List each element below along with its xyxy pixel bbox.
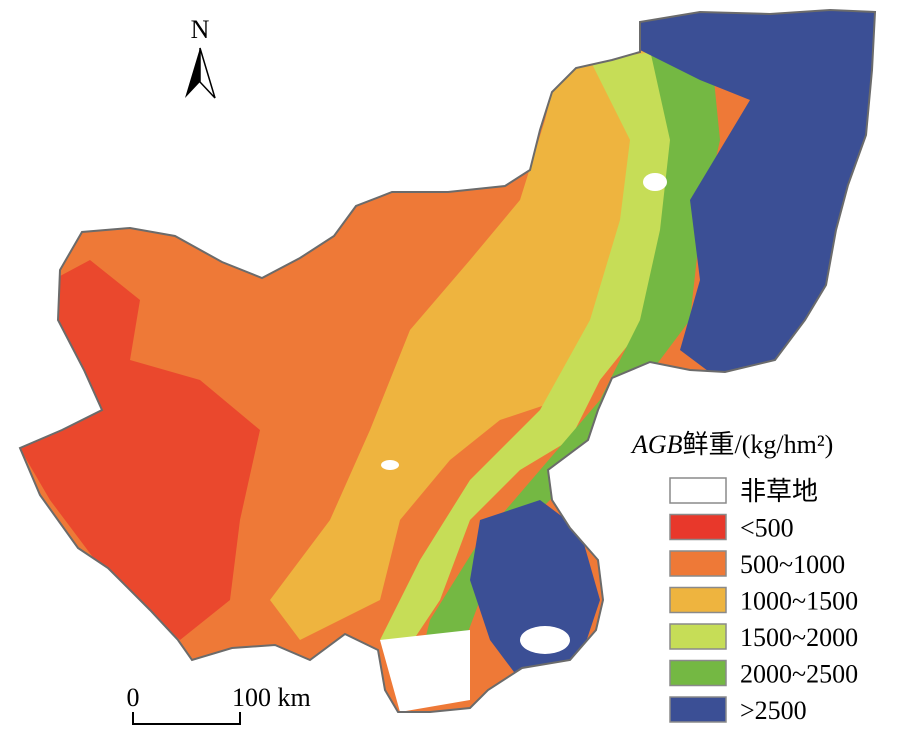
legend-swatch xyxy=(669,659,727,687)
arrow-right xyxy=(199,47,216,99)
non-grassland xyxy=(643,173,667,191)
legend-title: AGB鲜重/(kg/hm²) xyxy=(630,430,833,459)
legend-swatch xyxy=(669,477,727,504)
north-arrow: N xyxy=(185,15,216,99)
legend-swatch xyxy=(669,586,727,614)
non-grassland xyxy=(381,460,399,470)
legend-label: 1000~1500 xyxy=(740,587,858,616)
legend-swatch xyxy=(669,696,727,723)
legend-label: 非草地 xyxy=(740,477,818,506)
non-grassland xyxy=(520,626,570,654)
legend-swatch xyxy=(669,623,727,650)
zone-1000-1500 xyxy=(270,50,680,640)
scale-bar: 0 100 km xyxy=(127,683,311,725)
legend-label: 2000~2500 xyxy=(740,660,858,689)
scale-end: 100 km xyxy=(232,683,311,712)
scale-start: 0 xyxy=(127,683,140,712)
legend: AGB鲜重/(kg/hm²) 非草地 <500 500~1000 1000~1500 1… xyxy=(630,430,858,725)
legend-label: 1500~2000 xyxy=(740,623,858,652)
legend-swatch xyxy=(669,550,727,577)
legend-swatch xyxy=(669,513,727,541)
legend-label: 500~1000 xyxy=(740,550,845,579)
arrow-left xyxy=(185,48,200,98)
legend-title-italic: AGB xyxy=(630,430,683,459)
legend-label: >2500 xyxy=(740,696,807,725)
legend-label: <500 xyxy=(740,514,794,543)
scale-line xyxy=(132,712,241,725)
legend-title-rest: 鲜重/(kg/hm²) xyxy=(683,430,834,459)
zone-1500-2000 xyxy=(380,50,690,660)
non-grassland xyxy=(380,630,470,712)
north-label: N xyxy=(191,15,210,44)
